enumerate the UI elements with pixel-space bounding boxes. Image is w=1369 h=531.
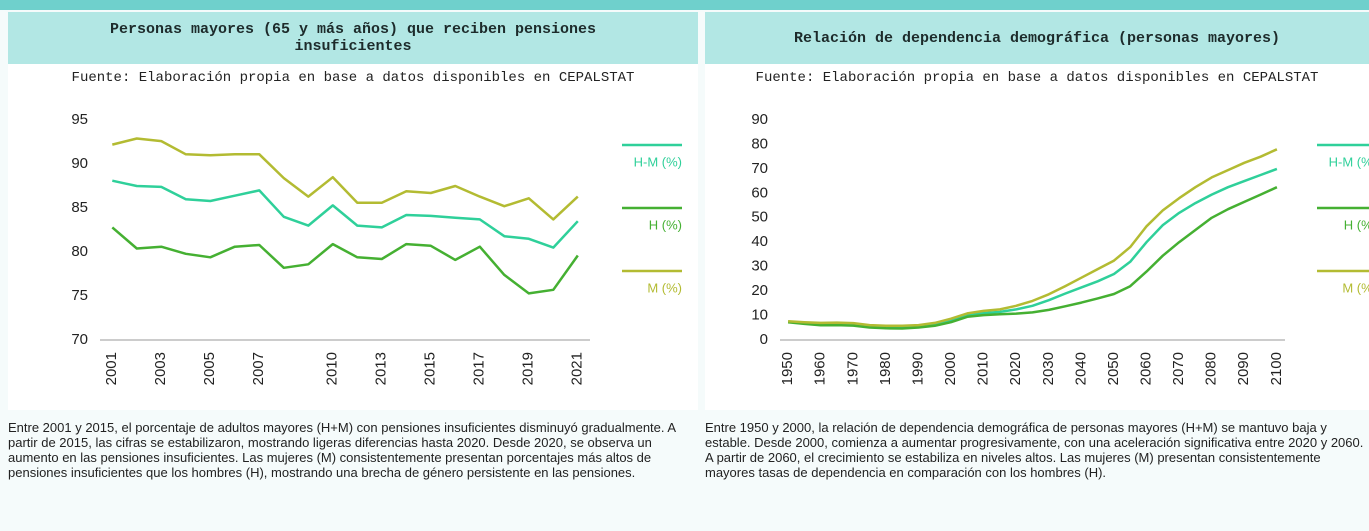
- chart-title: Relación de dependencia demográfica (per…: [705, 12, 1369, 64]
- x-tick-label: 1980: [877, 352, 894, 385]
- x-tick-label: 2060: [1138, 352, 1155, 385]
- x-tick-label: 2020: [1007, 352, 1024, 385]
- y-tick-label: 80: [751, 135, 768, 152]
- x-tick-label: 2030: [1040, 352, 1057, 385]
- x-tick-label: 2013: [373, 352, 390, 385]
- x-tick-label: 2017: [471, 352, 488, 385]
- legend-label: H-M (%): [634, 154, 682, 169]
- series-line: [787, 186, 1278, 330]
- x-tick-label: 2000: [942, 352, 959, 385]
- y-tick-label: 85: [71, 199, 88, 216]
- chart: 70 75 80 85 90 95 2001 2003 2005 2007 2010 2013 2015…: [71, 111, 682, 385]
- x-tick-label: 2050: [1105, 352, 1122, 385]
- x-tick-label: 1950: [779, 352, 796, 385]
- y-tick-label: 70: [751, 160, 768, 177]
- legend-label: M (%): [1342, 280, 1369, 295]
- x-tick-label: 1960: [812, 352, 829, 385]
- chart-panel: Relación de dependencia demográfica (per…: [705, 12, 1369, 531]
- legend-label: M (%): [647, 280, 682, 295]
- x-tick-label: 2003: [152, 352, 169, 385]
- description: Entre 2001 y 2015, el porcentaje de adul…: [8, 420, 676, 480]
- x-tick-label: 2090: [1235, 352, 1252, 385]
- series-line: [111, 137, 579, 221]
- legend-label: H (%): [1344, 217, 1369, 232]
- x-tick-label: 2007: [250, 352, 267, 385]
- x-tick-label: 1970: [844, 352, 861, 385]
- series-line: [788, 148, 1278, 328]
- y-tick-label: 0: [760, 331, 768, 348]
- y-tick-label: 30: [751, 258, 768, 275]
- source: Fuente: Elaboración propia en base a dat…: [71, 70, 635, 86]
- y-tick-label: 95: [71, 111, 88, 128]
- y-tick-label: 50: [751, 209, 768, 226]
- x-tick-label: 2010: [324, 352, 341, 385]
- x-tick-label: 2100: [1268, 352, 1285, 385]
- x-tick-label: 2021: [569, 352, 586, 385]
- x-tick-label: 2070: [1170, 352, 1187, 385]
- x-tick-label: 2015: [422, 352, 439, 385]
- x-tick-label: 1990: [909, 352, 926, 385]
- series-line: [112, 179, 579, 249]
- plot-background: [705, 64, 1369, 410]
- x-tick-label: 2019: [520, 352, 537, 385]
- legend-label: H (%): [649, 217, 682, 232]
- series-line: [111, 226, 579, 295]
- x-tick-label: 2001: [103, 352, 120, 385]
- y-tick-label: 75: [71, 287, 88, 304]
- y-tick-label: 80: [71, 243, 88, 260]
- source: Fuente: Elaboración propia en base a dat…: [755, 70, 1319, 86]
- legend-label: H-M (%): [1329, 154, 1369, 169]
- x-tick-label: 2010: [975, 352, 992, 385]
- y-tick-label: 40: [751, 233, 768, 250]
- description: Entre 1950 y 2000, la relación de depend…: [705, 420, 1364, 480]
- y-tick-label: 20: [751, 282, 768, 299]
- chart-panel: Personas mayores (65 y más años) que rec…: [8, 12, 698, 531]
- series-line: [788, 167, 1278, 329]
- top-strip: [0, 0, 1369, 10]
- y-tick-label: 90: [751, 111, 768, 128]
- y-tick-label: 60: [751, 184, 768, 201]
- x-tick-label: 2005: [201, 352, 218, 385]
- y-tick-label: 90: [71, 155, 88, 172]
- x-tick-label: 2040: [1072, 352, 1089, 385]
- chart-title: Personas mayores (65 y más años) que rec…: [8, 12, 698, 64]
- x-tick-label: 2080: [1203, 352, 1220, 385]
- y-tick-label: 10: [751, 307, 768, 324]
- y-tick-label: 70: [71, 331, 88, 348]
